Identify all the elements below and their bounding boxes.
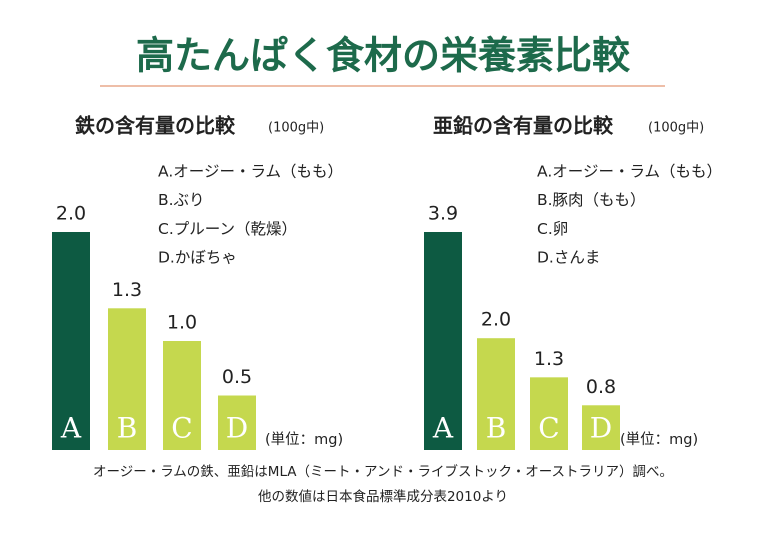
value-label: 3.9 bbox=[428, 203, 458, 225]
unit-label: (単位：mg) bbox=[620, 431, 698, 448]
legend-item: B.ぶり bbox=[158, 191, 205, 209]
value-label: 1.3 bbox=[112, 279, 142, 301]
bar bbox=[218, 395, 256, 450]
legend-item: A.オージー・ラム（もも） bbox=[158, 163, 343, 181]
bar bbox=[477, 338, 515, 450]
note: 他の数値は日本食品標準成分表2010より bbox=[258, 488, 508, 505]
chart-subtitle: (100g中) bbox=[648, 121, 704, 136]
bar-letter: A bbox=[432, 412, 454, 445]
bar bbox=[52, 232, 90, 450]
legend-item: B.豚肉（もも） bbox=[537, 191, 646, 209]
page-title: 高たんぱく食材の栄養素比較 bbox=[136, 34, 631, 78]
bar bbox=[530, 377, 568, 450]
legend-item: A.オージー・ラム（もも） bbox=[537, 163, 722, 181]
value-label: 0.8 bbox=[586, 376, 616, 398]
value-label: 1.3 bbox=[534, 348, 564, 370]
legend-item: D.さんま bbox=[537, 249, 600, 267]
bar bbox=[163, 341, 201, 450]
value-label: 2.0 bbox=[56, 203, 86, 225]
bar-letter: B bbox=[486, 412, 507, 445]
value-label: 1.0 bbox=[167, 312, 197, 334]
legend-item: C.卵 bbox=[537, 220, 568, 238]
bar-letter: D bbox=[590, 412, 612, 445]
bar bbox=[424, 232, 462, 450]
value-label: 2.0 bbox=[481, 309, 511, 331]
bar-letter: A bbox=[60, 412, 82, 445]
unit-label: (単位：mg) bbox=[265, 431, 343, 448]
bar-letter: C bbox=[538, 412, 559, 445]
bar bbox=[582, 405, 620, 450]
legend-item: C.プルーン（乾燥） bbox=[158, 220, 297, 238]
bar-letter: D bbox=[226, 412, 248, 445]
bar bbox=[108, 308, 146, 450]
legend-item: D.かぼちゃ bbox=[158, 249, 237, 267]
chart-title: 鉄の含有量の比較 bbox=[75, 114, 236, 138]
bar-letter: B bbox=[117, 412, 138, 445]
bar-letter: C bbox=[171, 412, 192, 445]
chart-title: 亜鉛の含有量の比較 bbox=[433, 114, 614, 138]
note: オージー・ラムの鉄、亜鉛はMLA（ミート・アンド・ライブストック・オーストラリア… bbox=[93, 463, 673, 480]
value-label: 0.5 bbox=[222, 366, 252, 388]
chart-subtitle: (100g中) bbox=[268, 121, 324, 136]
